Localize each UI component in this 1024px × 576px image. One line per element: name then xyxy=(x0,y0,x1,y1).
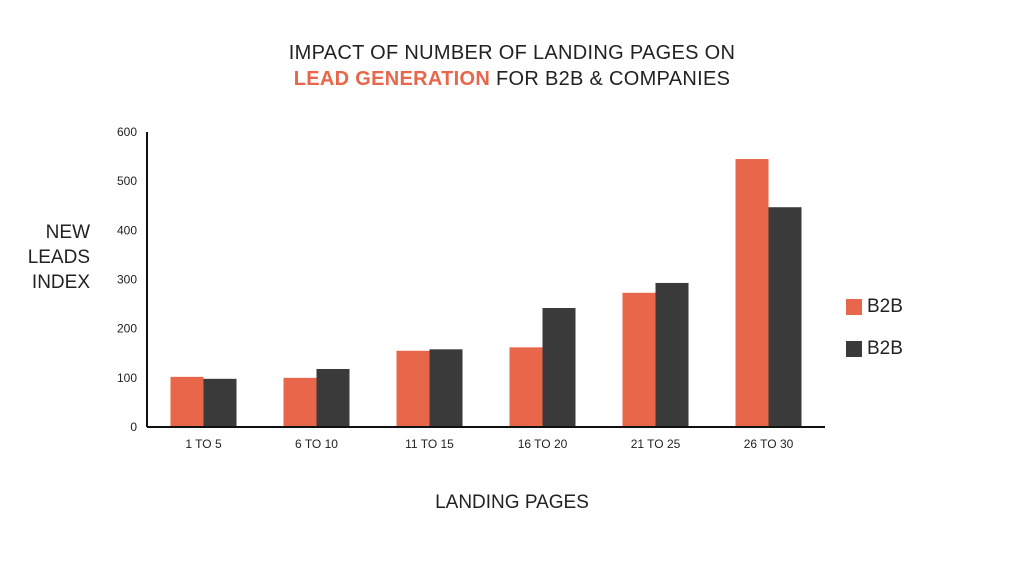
bar-series-1-5 xyxy=(622,292,656,427)
chart-title-rest: FOR B2B & COMPANIES xyxy=(490,68,731,90)
bar-series-2-6 xyxy=(768,207,802,427)
legend-swatch-series-1 xyxy=(846,299,862,315)
y-tick-label: 100 xyxy=(117,371,137,385)
y-axis-label: NEW LEADS INDEX xyxy=(0,220,90,295)
x-axis-label: LANDING PAGES xyxy=(435,492,589,513)
legend-swatch-series-2 xyxy=(846,341,862,357)
chart-title-line-2: LEAD GENERATION FOR B2B & COMPANIES xyxy=(0,68,1024,91)
y-axis-label-line-3: INDEX xyxy=(31,272,90,293)
x-tick-label: 6 TO 10 xyxy=(295,437,338,451)
y-axis-label-line-1: NEW xyxy=(45,222,90,243)
legend-item-series-2: B2B xyxy=(846,338,903,360)
y-axis-label-line-2: LEADS xyxy=(27,247,90,268)
x-tick-label: 1 TO 5 xyxy=(185,437,222,451)
bar-series-1-4 xyxy=(509,347,543,427)
bar-series-1-3 xyxy=(396,350,430,427)
legend-item-series-1: B2B xyxy=(846,296,903,318)
legend-label-series-1: B2B xyxy=(867,296,903,317)
bar-series-2-3 xyxy=(429,349,463,427)
bar-series-1-1 xyxy=(170,376,204,427)
x-tick-label: 16 TO 20 xyxy=(518,437,568,451)
bar-series-1-2 xyxy=(283,377,317,427)
chart-title-line-1: IMPACT OF NUMBER OF LANDING PAGES ON xyxy=(288,42,736,64)
x-tick-label: 11 TO 15 xyxy=(405,437,454,451)
y-tick-label: 300 xyxy=(117,273,137,287)
y-tick-label: 400 xyxy=(117,223,137,237)
y-tick-label: 600 xyxy=(117,125,137,139)
x-tick-label: 26 TO 30 xyxy=(744,437,794,451)
x-tick-label: 21 TO 25 xyxy=(631,437,681,451)
bar-series-1-6 xyxy=(735,159,769,427)
bar-series-2-1 xyxy=(203,378,237,427)
bar-series-2-2 xyxy=(316,368,350,427)
y-tick-label: 200 xyxy=(117,322,137,336)
bar-series-2-5 xyxy=(655,282,689,427)
y-tick-label: 0 xyxy=(130,420,137,434)
chart-title-accent: LEAD GENERATION xyxy=(293,68,491,90)
legend-label-series-2: B2B xyxy=(867,338,903,359)
bar-series-2-4 xyxy=(542,308,576,427)
y-tick-label: 500 xyxy=(117,174,137,188)
